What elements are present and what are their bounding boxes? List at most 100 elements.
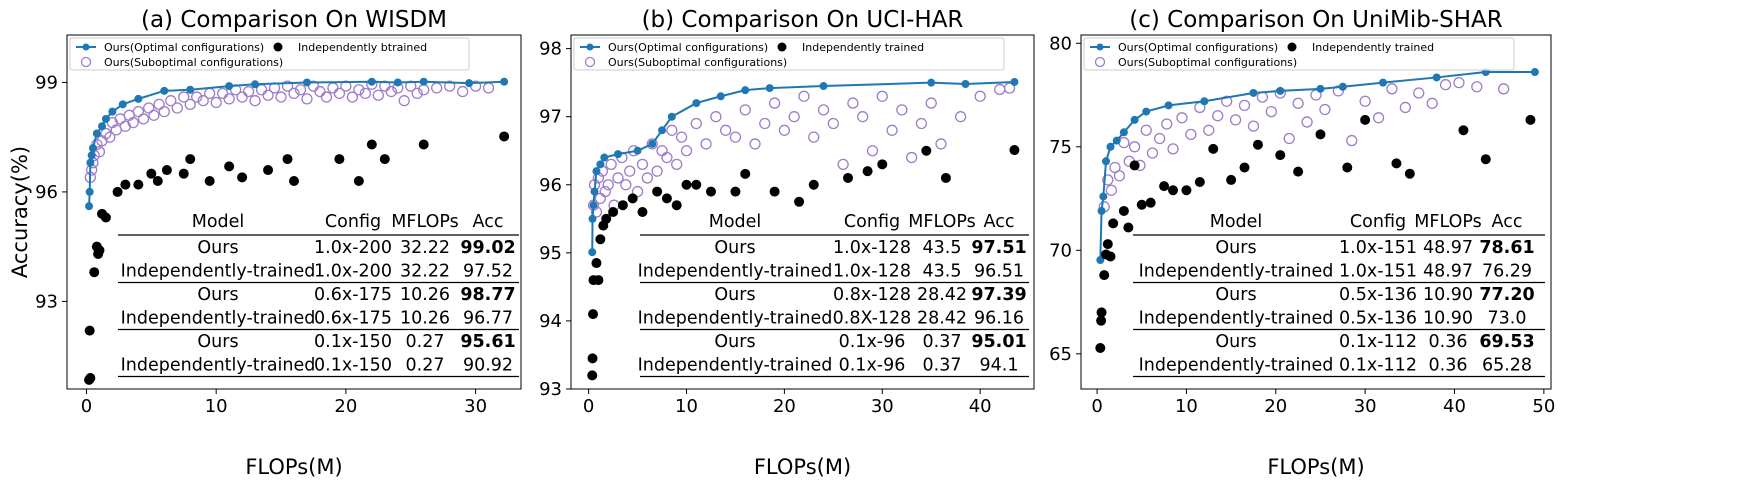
- suboptimal-point: [178, 91, 190, 103]
- independent-point: [1360, 114, 1371, 125]
- suboptimal-point: [137, 113, 150, 125]
- table-header: MFLOPs: [908, 212, 975, 232]
- suboptimal-point: [720, 124, 732, 136]
- independent-point: [1145, 197, 1156, 208]
- optimal-point: [590, 187, 599, 196]
- independent-point: [921, 145, 932, 156]
- independent-point: [595, 234, 606, 245]
- independent-point: [601, 213, 612, 224]
- panel-1: (a) Comparison On WISDM 0 10 20 30 93 96 99 FLOP…: [8, 7, 522, 479]
- suboptimal-point: [353, 84, 365, 96]
- optimal-line: [88, 80, 505, 207]
- suboptimal-point: [148, 109, 160, 121]
- suboptimal-point: [1140, 124, 1152, 136]
- table-cell: 0.1x-96: [839, 356, 906, 376]
- independent-point: [84, 325, 95, 336]
- suboptimal-point: [661, 151, 673, 164]
- independent-point: [152, 175, 163, 186]
- suboptimal-point: [599, 185, 611, 198]
- independent-point: [627, 193, 638, 204]
- table-cell: 90.92: [463, 356, 513, 376]
- optimal-point: [86, 158, 95, 167]
- independent-point: [366, 139, 377, 150]
- suboptimal-point: [1497, 83, 1510, 95]
- x-tick-label: 20: [334, 396, 357, 417]
- optimal-point: [419, 77, 428, 86]
- x-tick-label: 20: [773, 396, 796, 417]
- optimal-point: [225, 82, 234, 91]
- independent-point: [1391, 158, 1402, 169]
- independent-point: [661, 193, 672, 204]
- results-table: Model Config MFLOPs Acc Ours 1.0x-200 32.22 99.…: [118, 212, 519, 378]
- optimal-point: [741, 86, 750, 95]
- suboptimal-point: [847, 97, 859, 109]
- suboptimal-point: [346, 91, 359, 103]
- suboptimal-point: [275, 91, 287, 103]
- chart-title: (a) Comparison On WISDM: [141, 7, 447, 33]
- independent-point: [1252, 139, 1263, 150]
- suboptimal-point: [646, 138, 658, 150]
- suboptimal-point: [223, 93, 235, 105]
- suboptimal-point: [700, 138, 712, 150]
- suboptimal-point: [612, 172, 624, 184]
- independent-point: [730, 186, 741, 197]
- table-cell: 1.0x-151: [1339, 262, 1417, 282]
- independent-point: [1105, 251, 1116, 262]
- independent-point: [1208, 143, 1219, 154]
- table-cell: Ours: [714, 332, 755, 352]
- table-cell: 0.1x-150: [314, 332, 392, 352]
- independent-point: [1118, 205, 1129, 216]
- legend-marker-icon: [1096, 43, 1104, 51]
- independent-point: [1096, 315, 1107, 326]
- table-cell: 48.97: [1423, 238, 1473, 258]
- table-cell: 28.42: [917, 285, 967, 305]
- legend-optimal-label: Ours(Optimal configurations): [1118, 41, 1278, 54]
- suboptimal-point: [1102, 174, 1114, 186]
- optimal-point: [596, 160, 605, 169]
- suboptimal-point: [1167, 143, 1179, 155]
- independent-point: [418, 139, 429, 150]
- suboptimal-point: [210, 96, 222, 109]
- optimal-point: [1119, 128, 1128, 137]
- optimal-point: [589, 201, 598, 210]
- suboptimal-point: [1453, 76, 1465, 89]
- table-header: Acc: [473, 212, 504, 232]
- optimal-point: [92, 129, 101, 138]
- table-header: Model: [192, 212, 245, 232]
- y-tick-label: 70: [1049, 240, 1072, 261]
- independent-point: [808, 179, 819, 190]
- optimal-point: [613, 150, 622, 159]
- table-cell: 0.8x-128: [833, 285, 911, 305]
- table-cell: Independently-trained: [1139, 309, 1334, 329]
- independent-point: [843, 172, 854, 183]
- independent-point: [94, 245, 105, 256]
- optimal-point: [1200, 97, 1209, 106]
- suboptimal-point: [935, 138, 947, 150]
- table-cell: 0.1x-112: [1339, 332, 1417, 352]
- suboptimal-point: [749, 138, 761, 150]
- suboptimal-point: [482, 82, 495, 94]
- suboptimal-point: [320, 91, 333, 103]
- suboptimal-point: [631, 185, 644, 198]
- independent-point: [1315, 129, 1326, 140]
- legend-suboptimal-label: Ours(Suboptimal configurations): [1118, 56, 1297, 69]
- optimal-point: [186, 85, 195, 94]
- legend-box: [1083, 37, 1515, 71]
- independent-point: [85, 373, 96, 384]
- table-header: Acc: [1492, 212, 1523, 232]
- independent-point: [1194, 176, 1205, 187]
- suboptimal-point: [1301, 116, 1313, 128]
- independent-point: [120, 179, 131, 190]
- suboptimal-point: [431, 82, 443, 94]
- optimal-point: [134, 94, 143, 103]
- x-tick-label: 20: [1264, 396, 1287, 417]
- table-cell: Independently-trained: [121, 262, 316, 282]
- x-tick-label: 10: [675, 396, 698, 417]
- table-cell: 0.37: [923, 356, 962, 376]
- table-cell: 43.5: [923, 262, 962, 282]
- suboptimal-point: [191, 91, 203, 103]
- x-tick-label: 0: [1091, 396, 1102, 417]
- optimal-point: [85, 187, 94, 196]
- optimal-point: [588, 248, 597, 257]
